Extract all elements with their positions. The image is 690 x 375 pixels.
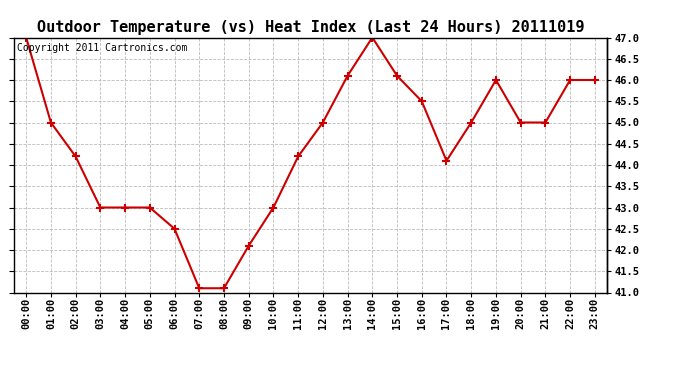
Text: Copyright 2011 Cartronics.com: Copyright 2011 Cartronics.com (17, 43, 187, 52)
Title: Outdoor Temperature (vs) Heat Index (Last 24 Hours) 20111019: Outdoor Temperature (vs) Heat Index (Las… (37, 20, 584, 35)
